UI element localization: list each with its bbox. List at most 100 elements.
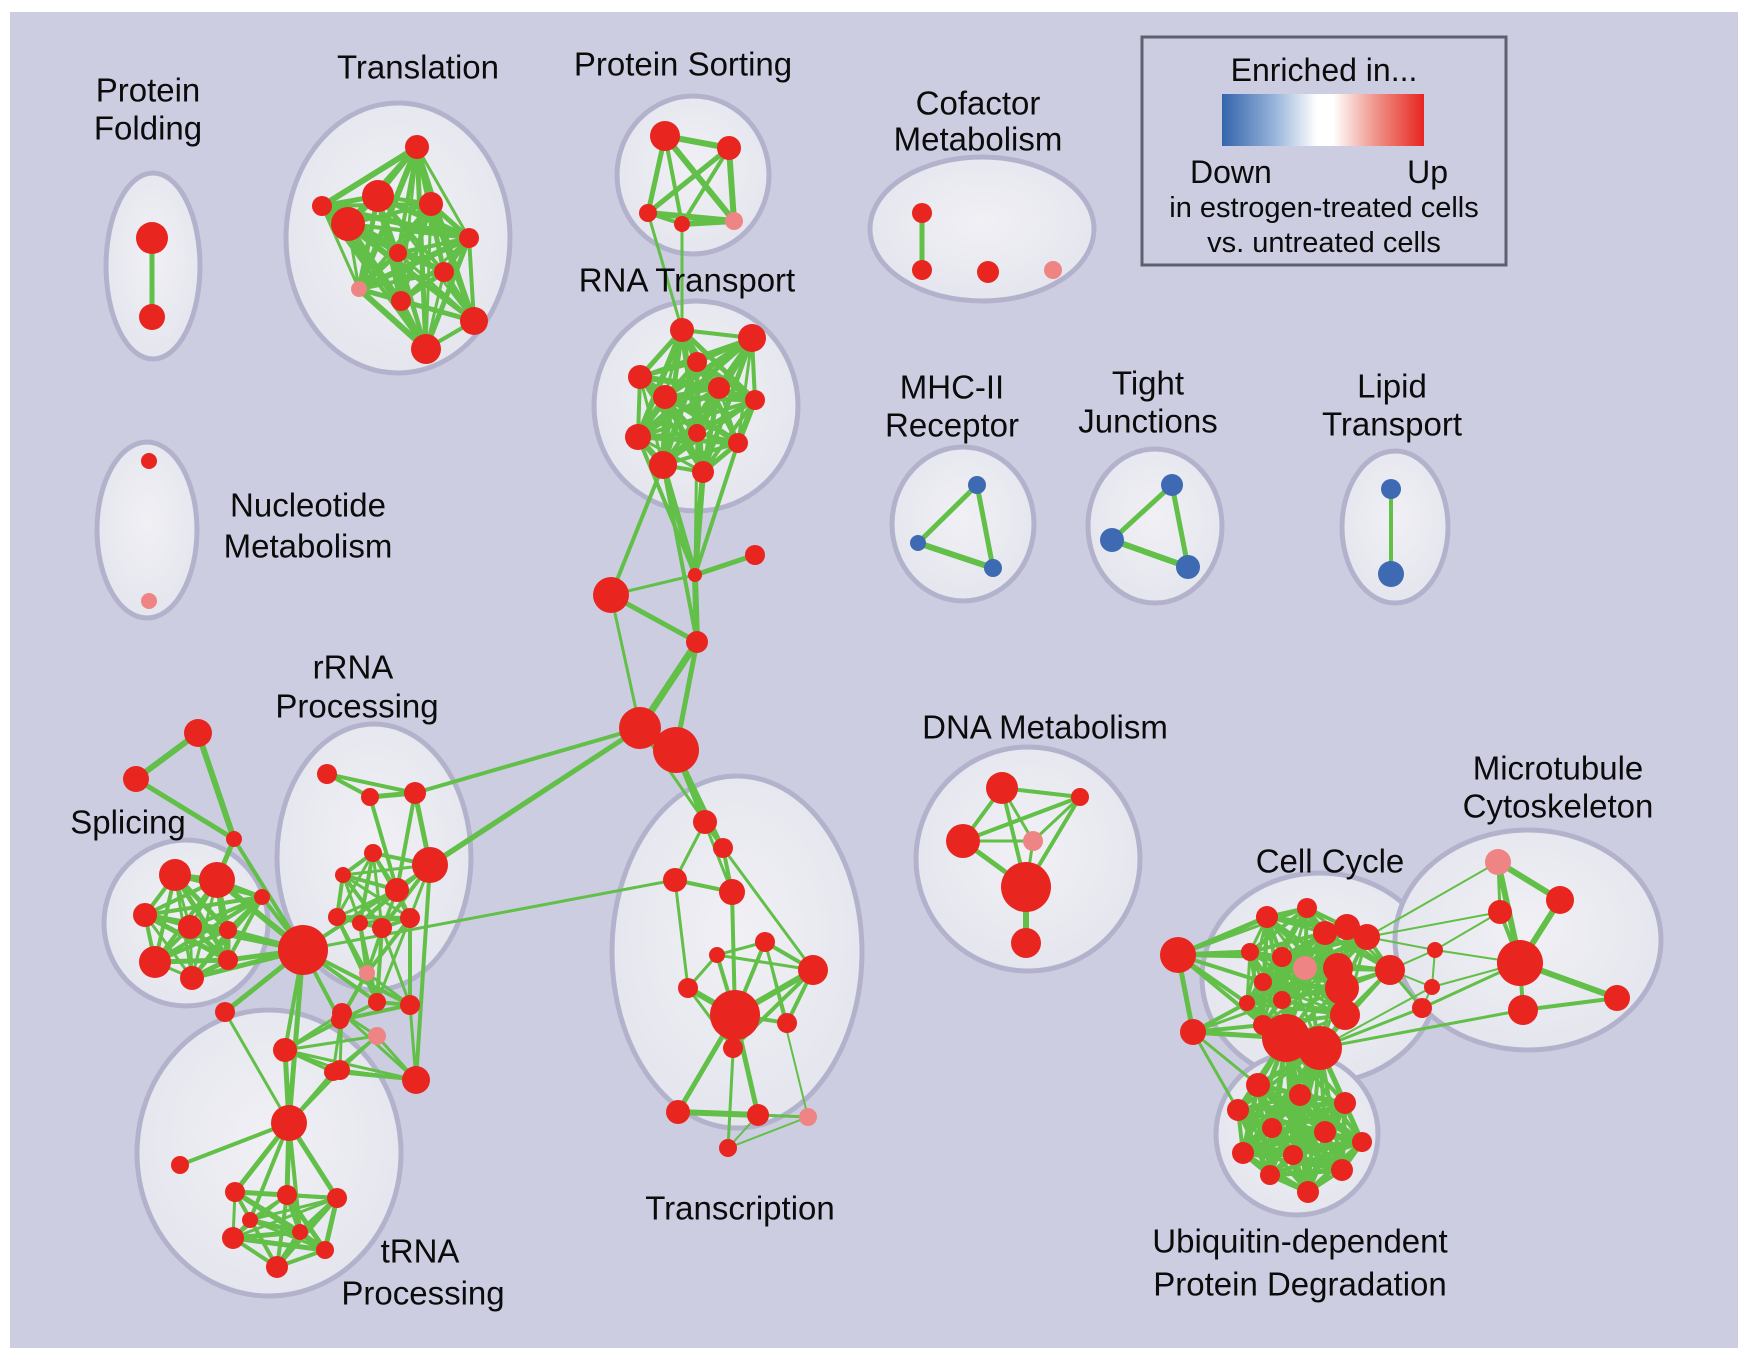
gene-set-node-r4 xyxy=(364,844,382,862)
gene-set-node-ch2 xyxy=(713,838,733,858)
cluster-label-microtubule-cytoskeleton-0: Microtubule xyxy=(1473,750,1644,787)
edge-r4-r9 xyxy=(371,851,384,930)
edge-ps2-ps5 xyxy=(726,145,737,224)
gene-set-node-x7 xyxy=(666,1100,690,1124)
gene-set-node-m3 xyxy=(984,559,1002,577)
edge-rt7-rt11 xyxy=(661,398,757,467)
gene-set-node-u4 xyxy=(1227,1099,1249,1121)
legend-line1: in estrogen-treated cells xyxy=(1169,192,1479,224)
gene-set-node-u6 xyxy=(1314,1121,1336,1143)
edge-x10-x9 xyxy=(727,1116,809,1149)
gene-set-node-sphub xyxy=(278,925,328,975)
edge-rt7-rt12 xyxy=(701,398,757,474)
edge-mtp-ccR1 xyxy=(1366,861,1499,938)
gene-set-node-t9 xyxy=(391,291,411,311)
edge-r1big-b5 xyxy=(414,863,432,1082)
gene-set-node-x10 xyxy=(719,1139,737,1157)
gene-set-node-ps2 xyxy=(717,136,741,160)
gene-set-node-c2 xyxy=(745,545,765,565)
cluster-ellipse-microtubule-cytoskeleton xyxy=(1392,827,1664,1053)
edge-mt4-gh2 xyxy=(1318,1008,1525,1050)
gene-set-node-ch3 xyxy=(663,868,687,892)
edge-r5-r10 xyxy=(341,873,412,920)
cluster-ellipse-tight-junctions xyxy=(1085,446,1225,606)
gene-set-node-ccR2 xyxy=(1375,955,1405,985)
gene-set-node-thub xyxy=(271,1105,307,1141)
edge-rt11-c4 xyxy=(661,463,699,644)
gene-set-node-gh2 xyxy=(1298,1026,1342,1070)
edge-tj2-tj3 xyxy=(1109,537,1191,570)
gene-set-node-d1 xyxy=(986,772,1018,804)
gene-set-node-cc10 xyxy=(1273,991,1291,1009)
edge-tr1-tr3 xyxy=(195,730,237,842)
cluster-label-rrna-processing-1: Processing xyxy=(275,688,438,725)
gene-set-node-b2 xyxy=(332,1003,352,1023)
gene-set-node-x1 xyxy=(755,932,775,952)
gene-set-node-tlone xyxy=(171,1156,189,1174)
legend-gradient-bar xyxy=(1222,94,1424,146)
edge-tb3-tb7 xyxy=(248,1196,339,1222)
edge-thub-tlone xyxy=(178,1121,291,1167)
gene-set-node-b5 xyxy=(402,1066,430,1094)
gene-set-node-u3 xyxy=(1334,1092,1356,1114)
gene-set-node-x3 xyxy=(798,955,828,985)
gene-set-node-tb3 xyxy=(327,1188,347,1208)
gene-set-node-cf3 xyxy=(977,261,999,283)
gene-set-node-t3 xyxy=(419,192,443,216)
gene-set-node-cc3 xyxy=(1313,921,1337,945)
edge-u7-u11 xyxy=(1268,1140,1364,1177)
cluster-labels: rRNAProcessingSplicingtRNAProcessingTran… xyxy=(70,46,1653,1312)
gene-set-node-r1 xyxy=(317,764,337,784)
gene-set-node-u12 xyxy=(1297,1181,1319,1203)
edge-b2-b5 xyxy=(340,1011,418,1082)
edge-c1-c2 xyxy=(692,552,758,578)
gene-set-node-ccR1 xyxy=(1354,924,1380,950)
gene-set-node-tr2 xyxy=(123,766,149,792)
edge-t8-t12 xyxy=(320,204,361,291)
edge-m1-m3 xyxy=(974,482,996,571)
gene-set-node-b1 xyxy=(273,1038,297,1062)
edge-r4-r7 xyxy=(335,851,375,919)
edge-rt11-c3 xyxy=(609,463,665,597)
cluster-label-tight-junctions-1: Junctions xyxy=(1078,403,1217,440)
gene-set-node-t1 xyxy=(405,135,429,159)
edge-ccL-cc2 xyxy=(1176,906,1309,957)
gene-set-node-ccB xyxy=(1180,1019,1206,1045)
gene-set-node-r8 xyxy=(352,915,368,931)
edge-cc6-ccR1 xyxy=(1280,935,1369,959)
gene-set-node-ps4 xyxy=(674,216,690,232)
gene-set-node-sp6 xyxy=(139,946,171,978)
gene-set-node-ch4 xyxy=(719,879,745,905)
gene-set-node-rt4 xyxy=(687,352,707,372)
gene-set-node-rt2 xyxy=(738,324,766,352)
edge-r1-r3 xyxy=(325,772,417,795)
cluster-label-translation-0: Translation xyxy=(337,49,499,86)
legend-down-label: Down xyxy=(1190,154,1272,190)
gene-set-node-sp4 xyxy=(178,915,202,939)
gene-set-node-sp10 xyxy=(215,1002,235,1022)
cluster-label-nucleotide-metabolism-1: Metabolism xyxy=(224,528,393,565)
gene-set-node-rt1 xyxy=(670,318,694,342)
gene-set-node-hub2 xyxy=(653,727,699,773)
gene-set-node-rt11 xyxy=(649,451,677,479)
gene-set-node-mt2 xyxy=(1488,900,1512,924)
edge-t1-t12 xyxy=(319,144,420,209)
edge-r13-r14 xyxy=(338,1003,412,1022)
edge-u12-gh1 xyxy=(1283,1035,1311,1195)
gene-set-node-t11 xyxy=(411,334,441,364)
legend-up-label: Up xyxy=(1407,154,1448,190)
edge-t7-t8 xyxy=(357,270,446,291)
edge-ch3-x4 xyxy=(673,878,690,990)
gene-set-node-x2 xyxy=(709,947,725,963)
cluster-label-protein-folding-1: Folding xyxy=(94,110,202,147)
gene-set-node-cc7 xyxy=(1293,956,1317,980)
gene-set-node-tb2 xyxy=(277,1185,297,1205)
cluster-label-cell-cycle-0: Cell Cycle xyxy=(1256,843,1405,880)
gene-set-node-tj3 xyxy=(1176,555,1200,579)
gene-set-node-tb6 xyxy=(266,1256,288,1278)
edge-thub-tb8 xyxy=(287,1121,302,1234)
gene-set-node-d3 xyxy=(946,824,980,858)
edge-sp8-sp9 xyxy=(226,895,264,962)
cluster-ellipse-lipid-transport xyxy=(1339,448,1451,606)
gene-set-node-ps5 xyxy=(725,212,743,230)
